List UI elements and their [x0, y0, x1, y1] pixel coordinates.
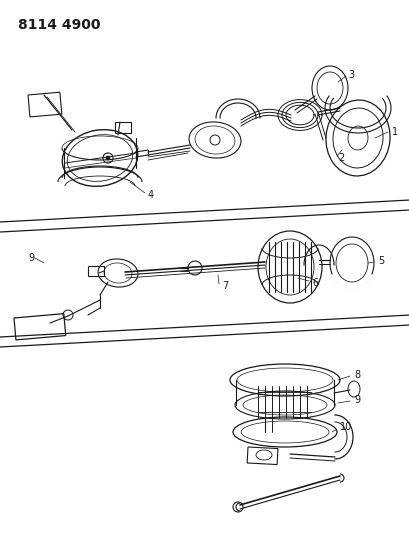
Text: 6: 6 [311, 278, 317, 288]
Circle shape [106, 156, 110, 160]
Text: 10: 10 [339, 422, 351, 432]
Bar [28, 92, 62, 117]
Text: 2: 2 [337, 153, 344, 163]
Text: 8114 4900: 8114 4900 [18, 18, 100, 32]
Text: 9: 9 [28, 253, 34, 263]
Text: 1: 1 [391, 127, 397, 137]
Bar [14, 313, 65, 340]
Text: 4: 4 [148, 190, 154, 200]
Text: 5: 5 [377, 256, 383, 266]
Bar [247, 447, 277, 465]
Bar [88, 266, 104, 276]
Text: 3: 3 [347, 70, 353, 80]
Text: 9: 9 [353, 395, 359, 405]
Bar [115, 122, 131, 133]
Text: 8: 8 [353, 370, 359, 380]
Text: 7: 7 [221, 281, 228, 291]
